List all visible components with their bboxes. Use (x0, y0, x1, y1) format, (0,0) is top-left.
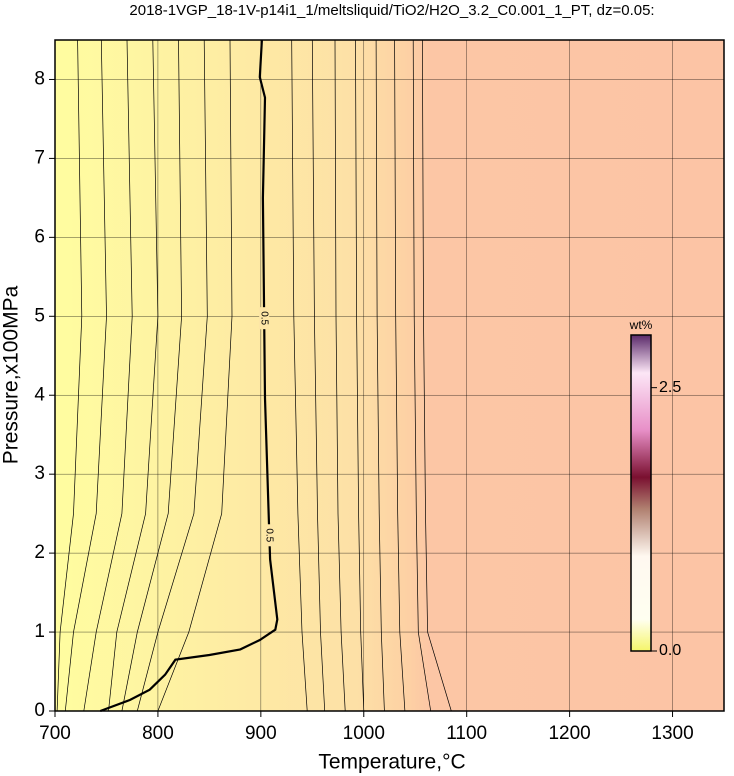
chart-title: 2018-1VGP_18-1V-p14i1_1/meltsliquid/TiO2… (129, 2, 654, 19)
colorbar-label: wt% (629, 318, 653, 332)
contour-line (375, 39, 385, 712)
contour-line-labeled (99, 39, 279, 713)
contour-line (394, 39, 406, 712)
y-tick-label: 6 (34, 226, 45, 247)
contour-line (64, 39, 107, 712)
contour-line (136, 39, 208, 712)
x-tick-label: 800 (142, 723, 174, 744)
contour-label-bg (259, 307, 270, 330)
x-tick-label: 1300 (651, 723, 693, 744)
colorbar-tick-label: 0.0 (659, 642, 681, 659)
colorbar (630, 334, 652, 652)
contour-line (157, 39, 233, 712)
x-tick-label: 1000 (343, 723, 385, 744)
contour-label-bg (264, 524, 275, 547)
contour-line (121, 39, 182, 712)
contour-line (334, 39, 346, 712)
contour-label: 0.5 (264, 528, 275, 542)
y-tick-label: 8 (34, 68, 45, 89)
y-tick-label: 0 (34, 700, 45, 721)
y-tick-label: 3 (34, 463, 45, 484)
contour-line (412, 39, 432, 712)
contour-line (56, 39, 83, 712)
contour-label: 0.5 (258, 311, 269, 325)
y-tick-label: 5 (34, 305, 45, 326)
y-axis-label: Pressure,x100MPa (0, 285, 23, 464)
x-tick-label: 1100 (446, 723, 487, 744)
plot-background (55, 40, 724, 711)
x-tick-label: 700 (39, 723, 71, 744)
colorbar-tick-label: 2.5 (659, 379, 681, 396)
contour-line (422, 39, 452, 712)
y-tick-label: 2 (34, 542, 45, 563)
y-tick-label: 1 (34, 621, 45, 642)
plot-frame (54, 39, 725, 712)
x-axis-label: Temperature,°C (318, 751, 465, 774)
contour-line (83, 39, 133, 712)
x-tick-label: 900 (245, 723, 277, 744)
contour-line (355, 39, 365, 712)
contour-line (291, 39, 308, 712)
x-tick-label: 1200 (548, 723, 590, 744)
y-tick-label: 7 (34, 147, 45, 168)
contour-line (311, 39, 326, 712)
y-tick-label: 4 (34, 384, 45, 405)
contour-line (108, 39, 159, 712)
